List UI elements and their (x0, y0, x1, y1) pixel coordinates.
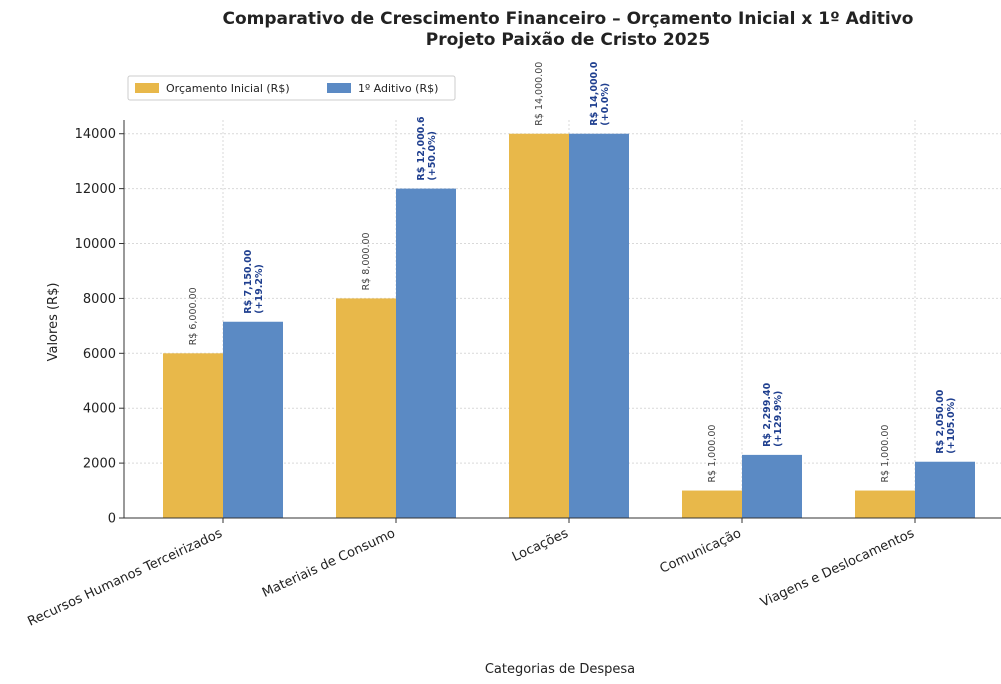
bar-primeiro-aditivo (915, 461, 975, 518)
data-label-percent: (+129.9%) (773, 391, 784, 447)
bar-orcamento-inicial (509, 133, 569, 519)
y-tick-label: 6000 (83, 347, 116, 362)
data-label-primeiro-aditivo: R$ 14,000.0 (589, 61, 600, 126)
chart-subtitle: Projeto Paixão de Cristo 2025 (426, 30, 710, 50)
data-label-orcamento-inicial: R$ 6,000.00 (188, 287, 199, 345)
axes (119, 120, 1001, 523)
y-tick-label: 2000 (83, 457, 116, 472)
y-tick-label: 14000 (75, 127, 116, 142)
legend-swatch-orcamento-inicial (135, 83, 159, 93)
data-label-percent: (+0.0%) (600, 83, 611, 126)
y-tick-labels: 0 2000 4000 6000 8000 10000 12000 14000 (75, 127, 116, 526)
bar-labels: R$ 6,000.00 R$ 7,150.00 (+19.2%) R$ 8,000.0… (188, 61, 957, 482)
data-label-orcamento-inicial: R$ 1,000.00 (707, 425, 718, 483)
y-tick-label: 8000 (83, 292, 116, 307)
bar-orcamento-inicial (163, 353, 223, 518)
bar-orcamento-inicial (682, 490, 742, 518)
data-label-orcamento-inicial: R$ 8,000.00 (361, 232, 372, 290)
x-axis-label: Categorias de Despesa (485, 662, 635, 677)
legend-box (127, 75, 456, 101)
y-tick-label: 4000 (83, 402, 116, 417)
x-tick-labels: Recursos Humanos Terceirizados Materiais … (25, 526, 916, 630)
data-label-primeiro-aditivo: R$ 2,050.00 (935, 389, 946, 454)
bars (163, 133, 975, 519)
bar-primeiro-aditivo (223, 321, 283, 518)
x-tick-label: Materiais de Consumo (260, 526, 398, 601)
x-tick-label: Comunicação (658, 526, 744, 577)
chart-title: Comparativo de Crescimento Financeiro – … (223, 9, 914, 29)
data-label-percent: (+19.2%) (254, 264, 265, 314)
x-tick-label: Viagens e Deslocamentos (758, 526, 917, 611)
legend-swatch-primeiro-aditivo (327, 83, 351, 93)
data-label-primeiro-aditivo: R$ 2,299.40 (762, 382, 773, 447)
data-label-orcamento-inicial: R$ 14,000.00 (534, 62, 545, 126)
data-label-percent: (+50.0%) (427, 131, 438, 181)
data-label-primeiro-aditivo: R$ 7,150.00 (243, 249, 254, 314)
bar-orcamento-inicial (855, 490, 915, 518)
y-tick-label: 0 (108, 512, 116, 527)
data-label-primeiro-aditivo: R$ 12,000.6 (416, 116, 427, 181)
legend-label-orcamento-inicial: Orçamento Inicial (R$) (166, 82, 290, 95)
y-axis-label: Valores (R$) (46, 283, 61, 362)
x-tick-label: Locações (510, 526, 571, 565)
x-tick-label: Recursos Humanos Terceirizados (25, 526, 224, 630)
legend: Orçamento Inicial (R$) 1º Aditivo (R$) (127, 75, 456, 101)
y-tick-label: 12000 (75, 182, 116, 197)
bar-orcamento-inicial (336, 298, 396, 518)
data-label-orcamento-inicial: R$ 1,000.00 (880, 425, 891, 483)
data-label-percent: (+105.0%) (946, 398, 957, 454)
y-tick-label: 10000 (75, 237, 116, 252)
bar-primeiro-aditivo (396, 188, 456, 518)
bar-primeiro-aditivo (569, 133, 629, 519)
legend-label-primeiro-aditivo: 1º Aditivo (R$) (358, 82, 438, 95)
bar-primeiro-aditivo (742, 454, 802, 518)
